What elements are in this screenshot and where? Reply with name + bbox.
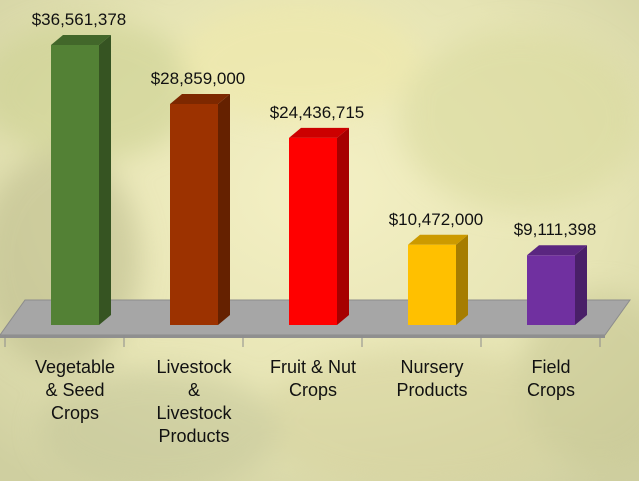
bar-side xyxy=(456,234,468,325)
bar-side xyxy=(99,35,111,325)
value-label: $9,111,398 xyxy=(514,220,597,239)
bar xyxy=(408,234,468,325)
bar-top xyxy=(170,93,230,104)
bar-top xyxy=(289,127,349,138)
x-tick-label: Field Crops xyxy=(526,357,575,400)
bar-front xyxy=(527,255,575,325)
bar xyxy=(170,93,230,325)
value-label: $28,859,000 xyxy=(151,69,246,88)
bar-top xyxy=(408,234,468,245)
bar-front xyxy=(170,103,218,325)
bar-side xyxy=(337,127,349,325)
x-tick-label: Nursery Products xyxy=(396,357,468,400)
bar-front xyxy=(289,137,337,325)
value-label: $10,472,000 xyxy=(389,210,484,229)
value-label: $36,561,378 xyxy=(32,10,127,29)
bar-front xyxy=(51,45,99,325)
floor-edge xyxy=(0,335,605,338)
bar xyxy=(51,35,111,325)
x-tick-label: Fruit & Nut Crops xyxy=(269,357,357,400)
bar-top xyxy=(51,35,111,45)
bar-top xyxy=(527,245,587,256)
bar-side xyxy=(575,245,587,325)
bar-front xyxy=(408,244,456,325)
value-label: $24,436,715 xyxy=(270,103,365,122)
bar-side xyxy=(218,93,230,325)
x-tick-label: Livestock & Livestock Products xyxy=(156,357,232,446)
x-tick-label: Vegetable & Seed Crops xyxy=(34,357,116,423)
bar xyxy=(289,127,349,325)
bar xyxy=(527,245,587,325)
